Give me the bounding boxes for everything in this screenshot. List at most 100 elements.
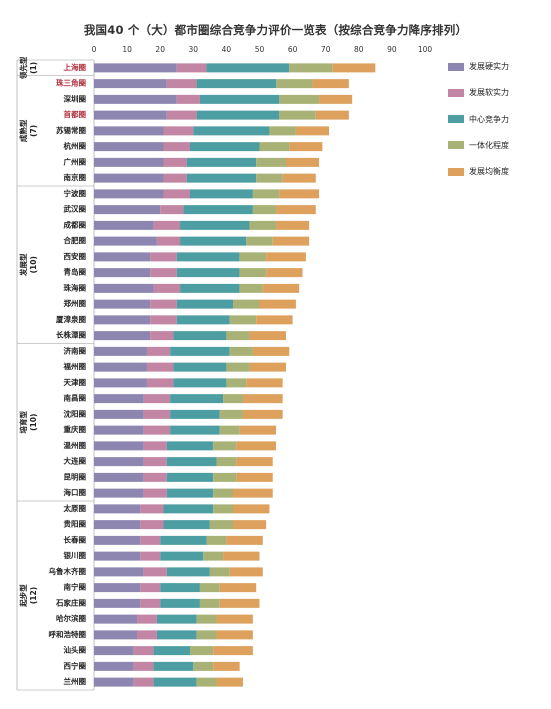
bar-segment: [94, 63, 177, 73]
legend-swatch: [448, 62, 464, 71]
bar-segment: [199, 583, 220, 593]
bar-segment: [242, 409, 283, 419]
bar-segment: [94, 614, 138, 624]
bar-segment: [143, 425, 171, 435]
category-label: 珠三角圈: [56, 78, 86, 88]
group-layer: 领先型 (1)成熟型 (7)发展型 (10)培育型 (10)起步型 (12): [16, 56, 94, 691]
category-label: 温州圈: [64, 440, 87, 450]
category-label: 济南圈: [64, 345, 87, 355]
bar-segment: [216, 457, 237, 467]
category-label: 成都圈: [64, 219, 87, 229]
bar-segment: [163, 520, 210, 530]
bar-segment: [246, 378, 283, 388]
bar-segment: [153, 283, 181, 293]
bar-segment: [153, 220, 181, 230]
category-label: 郑州圈: [64, 298, 87, 308]
bar-segment: [140, 551, 161, 561]
category-label: 昆明圈: [64, 471, 87, 481]
legend-label: 一体化程度: [469, 140, 509, 150]
bar-segment: [94, 142, 164, 152]
bar-segment: [262, 283, 300, 293]
bar-segment: [133, 661, 154, 671]
bar-segment: [239, 425, 277, 435]
bar-segment: [94, 535, 141, 545]
bar-segment: [180, 283, 240, 293]
bar-segment: [94, 299, 151, 309]
bar-segment: [289, 63, 333, 73]
bar-segment: [186, 173, 257, 183]
bar-segment: [196, 614, 217, 624]
bar-segment: [150, 268, 177, 278]
bar-segment: [94, 173, 164, 183]
category-label: 汕头圈: [64, 645, 87, 655]
bar-segment: [94, 362, 147, 372]
bar-segment: [140, 598, 161, 608]
x-tick-label: 80: [354, 45, 364, 54]
bar-segment: [216, 630, 253, 640]
bar-segment: [163, 189, 190, 199]
category-label: 青岛圈: [64, 267, 87, 277]
bar-segment: [153, 661, 194, 671]
x-tick-label: 90: [387, 45, 397, 54]
bar-segment: [166, 567, 210, 577]
category-label: 重庆圈: [64, 424, 87, 434]
bar-segment: [193, 661, 214, 671]
bar-segment: [193, 126, 270, 136]
legend-swatch: [448, 88, 464, 97]
legend-item[interactable]: 发展均衡度: [448, 165, 548, 178]
bar-segment: [252, 189, 280, 199]
bar-segment: [140, 535, 161, 545]
bar-segment: [156, 614, 197, 624]
legend-item[interactable]: 发展软实力: [448, 86, 548, 99]
bar-segment: [146, 346, 171, 356]
category-label: 西安圈: [64, 251, 87, 261]
category-label: 广州圈: [64, 156, 87, 166]
bar-segment: [180, 236, 247, 246]
bar-segment: [160, 535, 207, 545]
bar-segment: [189, 646, 214, 656]
x-tick-label: 0: [92, 45, 97, 54]
legend-item[interactable]: 中心竞争力: [448, 113, 548, 126]
category-label: 合肥圈: [64, 235, 87, 245]
bar-segment: [176, 252, 240, 262]
bar-segment: [226, 378, 247, 388]
x-tick-label: 30: [189, 45, 199, 54]
bar-segment: [216, 614, 253, 624]
bar-segment: [94, 520, 141, 530]
bar-segment: [150, 252, 177, 262]
category-label: 珠海圈: [64, 282, 87, 292]
bar-segment: [213, 472, 237, 482]
bar-segment: [143, 394, 171, 404]
legend-item[interactable]: 一体化程度: [448, 139, 548, 152]
bar-segment: [206, 63, 290, 73]
bar-segment: [295, 126, 330, 136]
x-tick-label: 60: [288, 45, 298, 54]
bar-segment: [173, 362, 227, 372]
bar-segment: [94, 189, 164, 199]
bar-segment: [259, 299, 296, 309]
bar-segment: [94, 94, 177, 104]
bar-segment: [163, 157, 187, 167]
legend-item[interactable]: 发展硬实力: [448, 60, 548, 73]
category-label: 武汉圈: [64, 204, 87, 214]
bar-segment: [163, 173, 187, 183]
category-label: 西宁圈: [64, 660, 87, 670]
bar-segment: [206, 535, 227, 545]
bar-segment: [94, 378, 147, 388]
bar-segment: [166, 79, 197, 89]
category-label: 南京圈: [64, 172, 87, 182]
bar-segment: [239, 283, 263, 293]
bar-segment: [140, 583, 161, 593]
group-count-label: (10): [29, 414, 38, 431]
bar-segment: [216, 677, 243, 687]
category-label: 宁波圈: [64, 188, 87, 198]
bar-segment: [156, 630, 197, 640]
category-label: 石家庄圈: [55, 597, 86, 607]
bar-segment: [176, 268, 240, 278]
bar-segment: [143, 488, 167, 498]
bar-segment: [94, 425, 144, 435]
category-label: 南昌圈: [64, 393, 87, 403]
bar-segment: [279, 189, 320, 199]
bar-segment: [226, 535, 263, 545]
bar-segment: [196, 677, 217, 687]
